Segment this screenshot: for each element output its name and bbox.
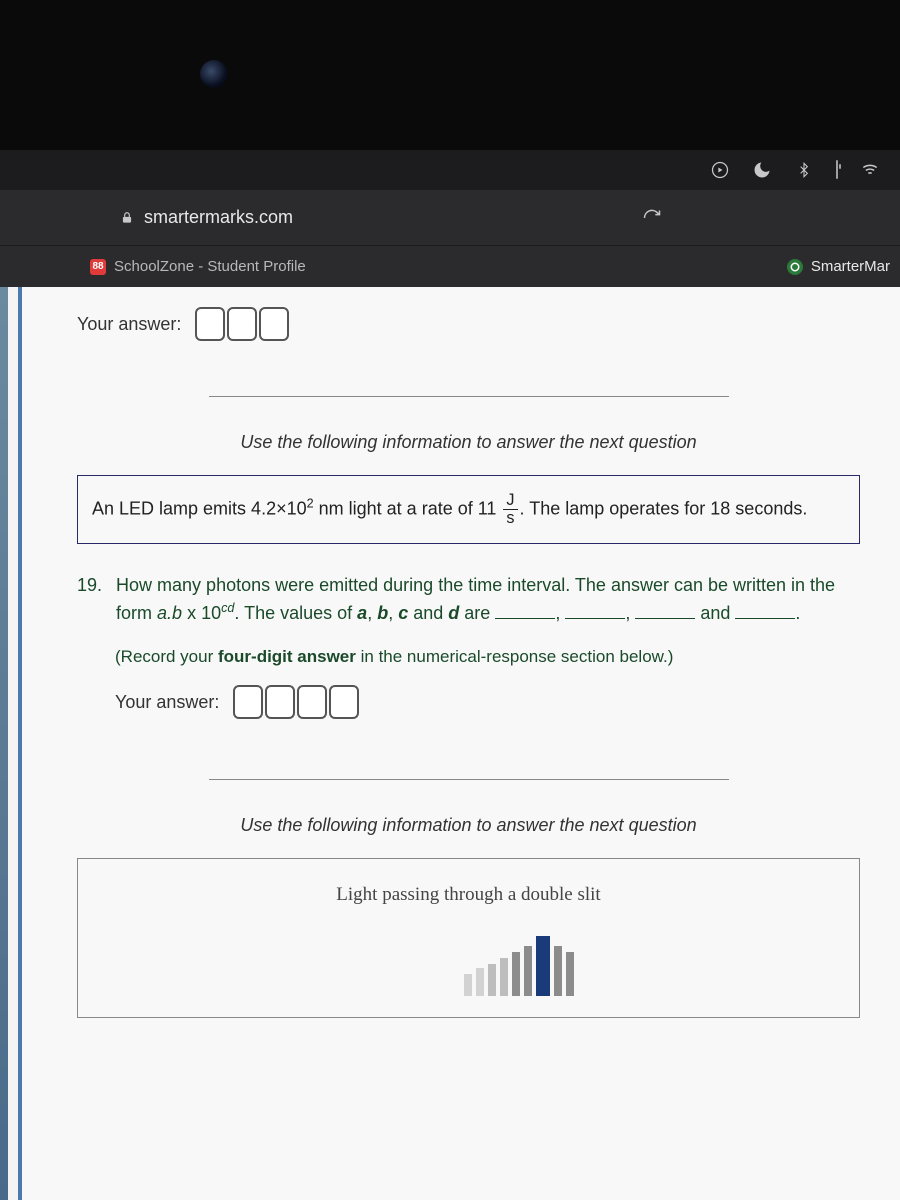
url-host[interactable]: smartermarks.com bbox=[144, 207, 293, 228]
question-number: 19. bbox=[77, 572, 102, 627]
wifi-icon bbox=[860, 160, 880, 180]
slit-bar bbox=[566, 952, 574, 996]
question-info-box: An LED lamp emits 4.2×102 nm light at a … bbox=[77, 475, 860, 544]
blank-field bbox=[495, 603, 555, 619]
answer-digit-input[interactable] bbox=[195, 307, 225, 341]
tab-label: SchoolZone - Student Profile bbox=[114, 258, 306, 275]
double-slit-pattern bbox=[92, 936, 845, 996]
slit-bar bbox=[554, 946, 562, 996]
slit-bar bbox=[488, 964, 496, 996]
question-19: 19. How many photons were emitted during… bbox=[77, 572, 860, 627]
section-divider bbox=[209, 779, 729, 780]
slit-bar bbox=[464, 974, 472, 996]
page-content: Your answer: Use the following informati… bbox=[0, 287, 900, 1200]
blank-field bbox=[735, 603, 795, 619]
question-body: How many photons were emitted during the… bbox=[116, 572, 860, 627]
reload-icon[interactable] bbox=[642, 208, 662, 228]
slit-bar bbox=[476, 968, 484, 996]
tab-favicon-icon: 88 bbox=[90, 259, 106, 275]
bluetooth-icon bbox=[794, 160, 814, 180]
left-edge-accent bbox=[0, 287, 8, 1200]
answer-digit-input[interactable] bbox=[297, 685, 327, 719]
slit-bar bbox=[536, 936, 550, 996]
answer-digit-input[interactable] bbox=[227, 307, 257, 341]
answer-digit-input[interactable] bbox=[233, 685, 263, 719]
blank-field bbox=[565, 603, 625, 619]
blank-field bbox=[635, 603, 695, 619]
answer-digit-input[interactable] bbox=[265, 685, 295, 719]
fraction-numerator: J bbox=[503, 492, 517, 510]
previous-answer-row: Your answer: bbox=[77, 307, 860, 341]
answer-label: Your answer: bbox=[77, 314, 181, 335]
question-19-answer-row: Your answer: bbox=[115, 685, 860, 719]
tab-label: SmarterMar bbox=[811, 258, 890, 275]
browser-tab-strip: 88 SchoolZone - Student Profile SmarterM… bbox=[0, 245, 900, 287]
figure-box: Light passing through a double slit bbox=[77, 858, 860, 1018]
tab-favicon-icon bbox=[787, 259, 803, 275]
info-text: . The lamp operates for 18 seconds. bbox=[520, 498, 808, 518]
lock-icon bbox=[120, 211, 134, 225]
answer-digit-boxes bbox=[233, 685, 359, 719]
play-circle-icon bbox=[710, 160, 730, 180]
moon-icon bbox=[752, 160, 772, 180]
section-instruction: Use the following information to answer … bbox=[77, 815, 860, 836]
slit-bar bbox=[512, 952, 520, 996]
figure-title: Light passing through a double slit bbox=[92, 884, 845, 906]
answer-digit-boxes bbox=[195, 307, 289, 341]
section-instruction: Use the following information to answer … bbox=[77, 432, 860, 453]
device-bezel bbox=[0, 0, 900, 150]
section-divider bbox=[209, 396, 729, 397]
info-text: nm light at a rate of 11 bbox=[314, 498, 502, 518]
answer-digit-input[interactable] bbox=[259, 307, 289, 341]
answer-label: Your answer: bbox=[115, 692, 219, 713]
slit-bar bbox=[524, 946, 532, 996]
info-text: An LED lamp emits 4.2×10 bbox=[92, 498, 307, 518]
status-bar bbox=[0, 150, 900, 190]
record-hint: (Record your four-digit answer in the nu… bbox=[115, 647, 860, 667]
camera-dot bbox=[200, 60, 228, 88]
fraction-denominator: s bbox=[503, 510, 517, 527]
slit-bar bbox=[500, 958, 508, 996]
fraction: Js bbox=[501, 492, 519, 527]
answer-digit-input[interactable] bbox=[329, 685, 359, 719]
info-exponent: 2 bbox=[307, 496, 314, 510]
browser-url-bar: smartermarks.com bbox=[0, 190, 900, 245]
tab-smartermarks[interactable]: SmarterMar bbox=[777, 258, 900, 275]
battery-icon bbox=[836, 161, 838, 179]
tab-schoolzone[interactable]: 88 SchoolZone - Student Profile bbox=[80, 258, 316, 275]
